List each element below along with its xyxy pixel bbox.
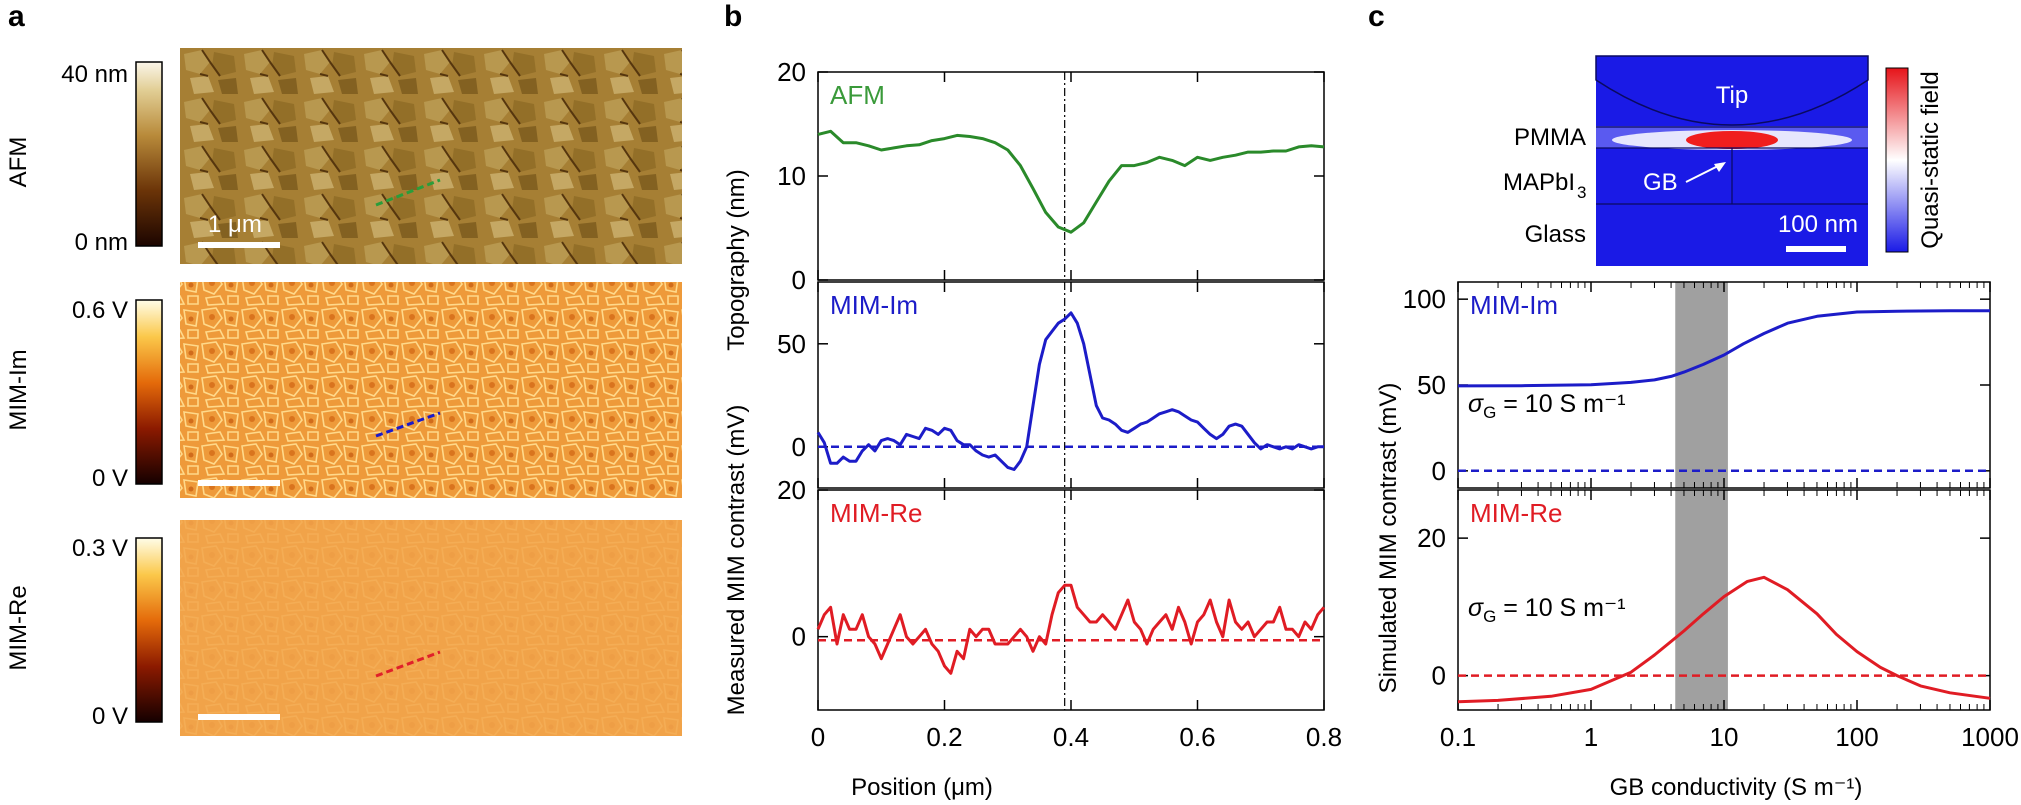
xlabel-position: Position (μm) xyxy=(851,774,993,801)
plot-title: MIM-Im xyxy=(830,290,918,320)
plot-title: MIM-Re xyxy=(1470,498,1562,528)
colorbar-min-afm: 0 nm xyxy=(75,229,128,256)
x-tick-label: 0 xyxy=(811,722,825,752)
inset-tip-label: Tip xyxy=(1716,82,1748,109)
chart-1: 0 50 MIM-Im xyxy=(777,281,1325,489)
colorbar-max-afm: 40 nm xyxy=(61,61,128,88)
panel-c: Tip GB 100 nm PMMA MAPbI 3 Glass Quasi-s… xyxy=(1375,55,1944,801)
y-tick-label: 20 xyxy=(777,475,806,505)
xlabel-gb-conductivity: GB conductivity (S m⁻¹) xyxy=(1610,774,1863,801)
panel-label-b: b xyxy=(724,0,742,33)
x-tick-label: 0.8 xyxy=(1306,722,1342,752)
plot-title: AFM xyxy=(830,80,885,110)
data-series xyxy=(816,583,1326,675)
colorbar-mim-re xyxy=(135,537,163,723)
scale-bar-mim-im xyxy=(198,480,280,486)
x-tick-label: 1 xyxy=(1584,722,1598,752)
field-colorbar xyxy=(1885,67,1909,253)
chart-3: 0 50 100 MIM-Im σG = 10 S m⁻¹ xyxy=(1403,281,1991,489)
afm-image xyxy=(180,48,682,264)
mim-re-linecut xyxy=(375,650,441,678)
ylabel-topography: Topography (nm) xyxy=(723,169,750,350)
y-tick-label: 0 xyxy=(1432,456,1446,486)
sigma-annotation: σG = 10 S m⁻¹ xyxy=(1468,390,1626,422)
colorbar-max-mim-im: 0.6 V xyxy=(72,297,128,324)
data-series xyxy=(816,311,1324,471)
y-tick-label: 0 xyxy=(792,265,806,295)
y-tick-label: 20 xyxy=(777,57,806,87)
colorbar-afm xyxy=(135,61,163,247)
inset-gb-label: GB xyxy=(1643,169,1678,196)
colorbar-max-mim-re: 0.3 V xyxy=(72,535,128,562)
data-series xyxy=(1457,575,1991,704)
ylabel-measured: Measured MIM contrast (mV) xyxy=(723,405,750,716)
colorbar-min-mim-im: 0 V xyxy=(92,465,128,492)
panel-a: AFM 40 nm 0 nm 1 μm MIM-Im 0.6 V 0 V MIM… xyxy=(5,48,682,736)
field-colorbar-label: Quasi-static field xyxy=(1917,71,1944,248)
inset-scale-text: 100 nm xyxy=(1778,211,1858,238)
x-tick-label: 0.4 xyxy=(1053,722,1089,752)
x-tick-label: 100 xyxy=(1835,722,1878,752)
afm-linecut xyxy=(375,178,441,207)
y-tick-label: 100 xyxy=(1403,284,1446,314)
chart-2: 0 20 0 0.2 0.4 0.6 0.8 MIM-Re xyxy=(777,475,1342,752)
x-tick-label: 10 xyxy=(1710,722,1739,752)
x-tick-label: 1000 xyxy=(1961,722,2019,752)
inset-pmma-label: PMMA xyxy=(1514,124,1586,151)
plot-title: MIM-Re xyxy=(830,498,922,528)
y-tick-label: 50 xyxy=(777,329,806,359)
inset-mapbi-subscript: 3 xyxy=(1577,183,1586,202)
row-label-afm: AFM xyxy=(5,137,32,188)
y-tick-label: 0 xyxy=(792,432,806,462)
ylabel-simulated: Simulated MIM contrast (mV) xyxy=(1375,383,1402,694)
scale-bar-mim-re xyxy=(198,714,280,720)
plot-title: MIM-Im xyxy=(1470,290,1558,320)
colorbar-mim-im xyxy=(135,299,163,485)
inset-mapbi-label: MAPbI xyxy=(1503,169,1575,196)
scale-bar-afm xyxy=(198,242,280,248)
data-series xyxy=(1457,309,1991,388)
row-label-mim-im: MIM-Im xyxy=(5,349,32,430)
panel-label-c: c xyxy=(1368,0,1385,33)
inset-glass-label: Glass xyxy=(1525,221,1586,248)
gray-band xyxy=(1675,282,1728,488)
y-tick-label: 10 xyxy=(777,161,806,191)
panel-b: Topography (nm) Measured MIM contrast (m… xyxy=(723,169,993,801)
x-tick-label: 0.1 xyxy=(1440,722,1476,752)
mim-im-image xyxy=(180,282,682,498)
chart-4: 0 20 0.1 1 10 100 1000 MIM-Re σG = 10 S m⁻¹ xyxy=(1417,489,2019,752)
y-tick-label: 20 xyxy=(1417,523,1446,553)
plot-frame xyxy=(817,71,1325,281)
scale-text-afm: 1 μm xyxy=(208,211,262,238)
data-series xyxy=(817,129,1325,234)
sigma-annotation: σG = 10 S m⁻¹ xyxy=(1468,594,1626,626)
mim-im-linecut xyxy=(375,411,441,438)
row-label-mim-re: MIM-Re xyxy=(5,585,32,670)
chart-0: 0 10 20 AFM xyxy=(777,57,1325,295)
inset-scale-bar xyxy=(1786,246,1846,252)
panel-label-a: a xyxy=(8,0,25,33)
y-tick-label: 0 xyxy=(792,622,806,652)
x-tick-label: 0.2 xyxy=(926,722,962,752)
y-tick-label: 50 xyxy=(1417,370,1446,400)
x-tick-label: 0.6 xyxy=(1179,722,1215,752)
colorbar-min-mim-re: 0 V xyxy=(92,703,128,730)
y-tick-label: 0 xyxy=(1432,661,1446,691)
